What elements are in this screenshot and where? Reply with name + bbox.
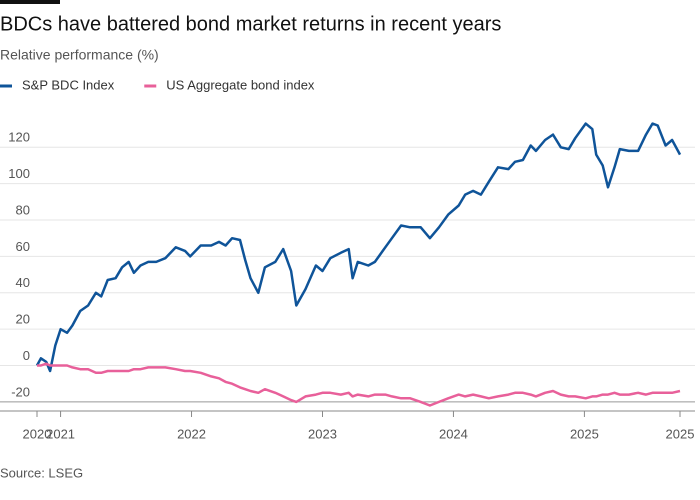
brand-bar — [0, 0, 60, 4]
series-line — [35, 122, 682, 373]
y-tick-label: 80 — [16, 202, 30, 217]
legend-item: S&P BDC Index — [0, 77, 115, 92]
x-tick-label: 2025 — [666, 426, 695, 441]
x-tick-label: 2022 — [177, 426, 206, 441]
x-tick-label: 2021 — [46, 426, 75, 441]
y-tick-label: 60 — [16, 239, 30, 254]
x-tick-label: 2023 — [308, 426, 337, 441]
y-tick-label: 100 — [8, 166, 30, 181]
legend-label: US Aggregate bond index — [166, 77, 315, 92]
source-note: Source: LSEG — [0, 465, 83, 480]
y-tick-label: 120 — [8, 130, 30, 145]
legend-item: US Aggregate bond index — [144, 77, 315, 92]
series-line — [37, 362, 681, 407]
legend-label: S&P BDC Index — [22, 77, 115, 92]
y-tick-label: -20 — [11, 384, 30, 399]
x-tick-label: 2025 — [570, 426, 599, 441]
chart-title: BDCs have battered bond market returns i… — [0, 13, 501, 35]
y-tick-label: 0 — [23, 348, 30, 363]
x-tick-label: 2020 — [23, 426, 52, 441]
x-tick-label: 2024 — [439, 426, 468, 441]
y-tick-label: 20 — [16, 312, 30, 327]
chart-subtitle: Relative performance (%) — [0, 47, 159, 63]
y-tick-label: 40 — [16, 275, 30, 290]
